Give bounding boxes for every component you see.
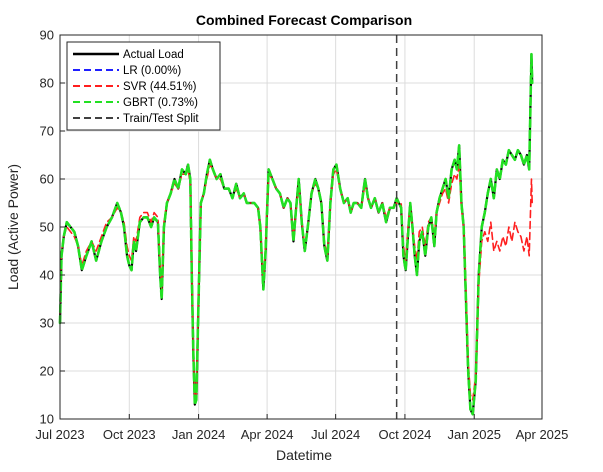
x-tick-label: Apr 2024 (241, 427, 294, 442)
y-axis-ticks: 10 20 30 40 50 60 70 80 90 (40, 28, 65, 427)
x-tick-label: Oct 2023 (103, 427, 156, 442)
x-tick-label: Jan 2025 (447, 427, 501, 442)
y-tick-label: 70 (40, 124, 54, 139)
legend-label-actual: Actual Load (123, 49, 184, 61)
x-tick-label: Jan 2024 (172, 427, 226, 442)
x-tick-label: Jul 2024 (311, 427, 360, 442)
legend: Actual Load LR (0.00%) SVR (44.51%) GBRT (0… (66, 41, 221, 131)
series-layer (58, 52, 534, 416)
legend-label-split: Train/Test Split (123, 113, 199, 125)
x-tick-label: Oct 2024 (379, 427, 432, 442)
legend-label-lr: LR (0.00%) (123, 65, 181, 77)
y-tick-label: 50 (40, 220, 54, 235)
y-axis-label: Load (Active Power) (5, 164, 21, 290)
series-line-gbrt (58, 52, 534, 416)
x-tick-label: Jul 2023 (35, 427, 84, 442)
y-tick-label: 90 (40, 28, 54, 43)
legend-label-gbrt: GBRT (0.73%) (123, 97, 198, 109)
x-axis-ticks: Jul 2023 Oct 2023 Jan 2024 Apr 2024 Jul 2024… (35, 414, 568, 442)
y-tick-label: 10 (40, 412, 54, 427)
legend-label-svr: SVR (44.51%) (123, 81, 197, 93)
grid-lines (60, 35, 542, 419)
y-tick-label: 20 (40, 364, 54, 379)
x-axis-label: Datetime (276, 447, 332, 463)
legend-box (66, 41, 221, 131)
y-tick-label: 30 (40, 316, 54, 331)
x-tick-label: Apr 2025 (516, 427, 569, 442)
y-tick-label: 60 (40, 172, 54, 187)
y-tick-label: 40 (40, 268, 54, 283)
y-tick-label: 80 (40, 76, 54, 91)
chart-title: Combined Forecast Comparison (196, 12, 412, 28)
